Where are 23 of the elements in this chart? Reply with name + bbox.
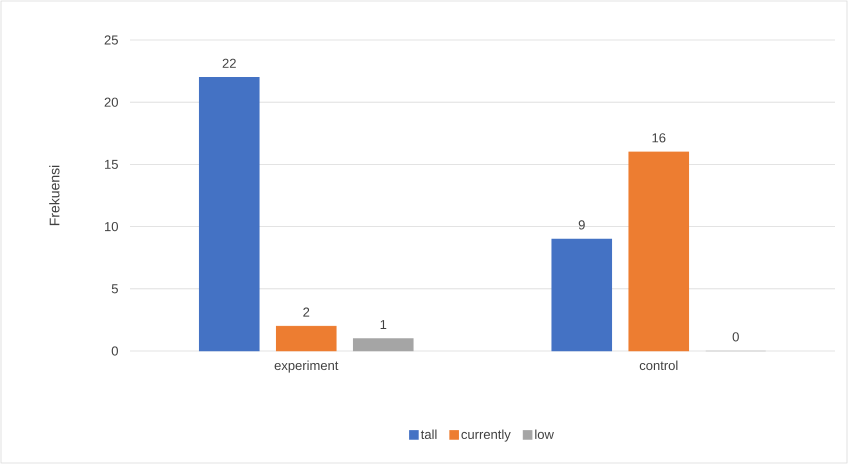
legend-label: tall xyxy=(420,430,436,440)
data-label: 9 xyxy=(578,220,585,230)
y-tick-label: 0 xyxy=(112,346,118,356)
bar xyxy=(352,338,414,352)
y-tick-label: 5 xyxy=(112,284,118,294)
data-label: 2 xyxy=(303,308,310,317)
bar xyxy=(628,152,690,352)
y-tick-label: 20 xyxy=(104,98,118,107)
x-tick-label: experiment xyxy=(274,360,338,373)
legend-label: low xyxy=(535,430,554,440)
data-label: 16 xyxy=(652,133,666,142)
data-label: 1 xyxy=(380,320,386,330)
x-tick-label: control xyxy=(640,360,678,370)
legend-label: currently xyxy=(461,430,511,442)
y-axis-title: Frekuensi xyxy=(49,166,60,226)
bar xyxy=(551,238,612,352)
y-tick-label: 10 xyxy=(105,222,118,232)
data-label: 22 xyxy=(222,58,236,68)
y-tick-label: 25 xyxy=(104,35,118,45)
bar xyxy=(198,77,260,352)
y-tick-label: 15 xyxy=(105,160,118,169)
bar xyxy=(276,326,337,352)
data-label: 0 xyxy=(732,332,739,342)
